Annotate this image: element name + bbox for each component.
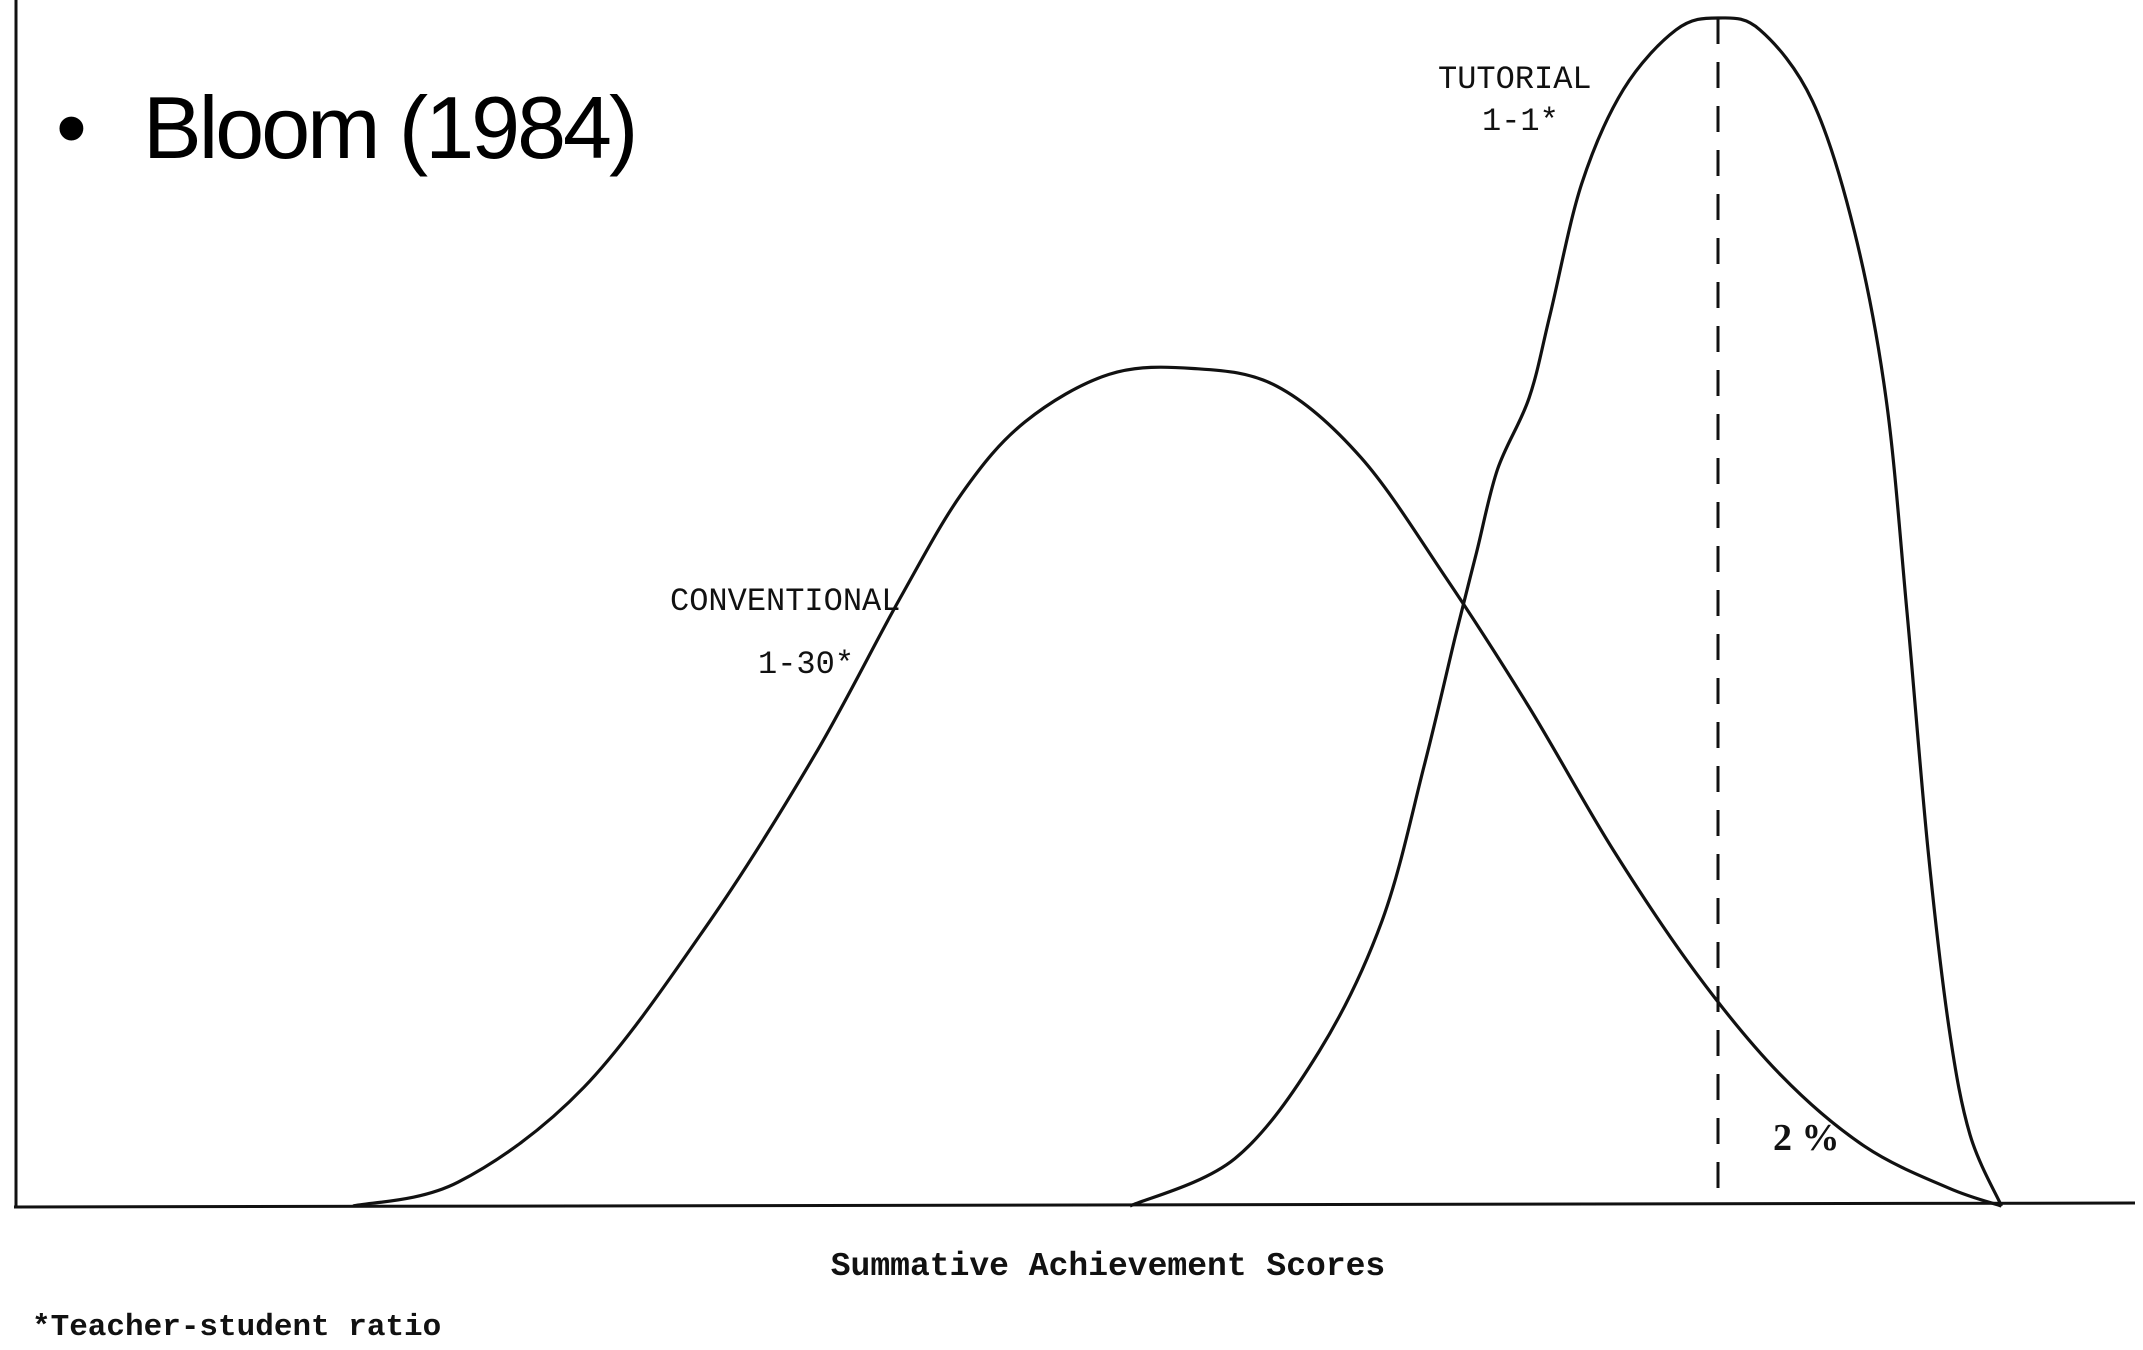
series-label-conventional-ratio: 1-30* [758, 646, 854, 683]
series-label-tutorial-ratio: 1-1* [1482, 103, 1559, 140]
x-axis [13, 1201, 2136, 1209]
footnote: *Teacher-student ratio [32, 1310, 441, 1345]
series-label-conventional-name: CONVENTIONAL [670, 583, 900, 620]
series-line-conventional [352, 365, 2003, 1208]
series-label-tutorial-name: TUTORIAL [1438, 61, 1592, 98]
title-bullet: • [56, 78, 84, 177]
series-line-tutorial [1129, 16, 2003, 1208]
slide-title: Bloom (1984) [143, 78, 635, 177]
percent-annotation: 2 % [1773, 1117, 1840, 1159]
series-group [352, 16, 2003, 1208]
x-axis-label: Summative Achievement Scores [831, 1248, 1386, 1285]
